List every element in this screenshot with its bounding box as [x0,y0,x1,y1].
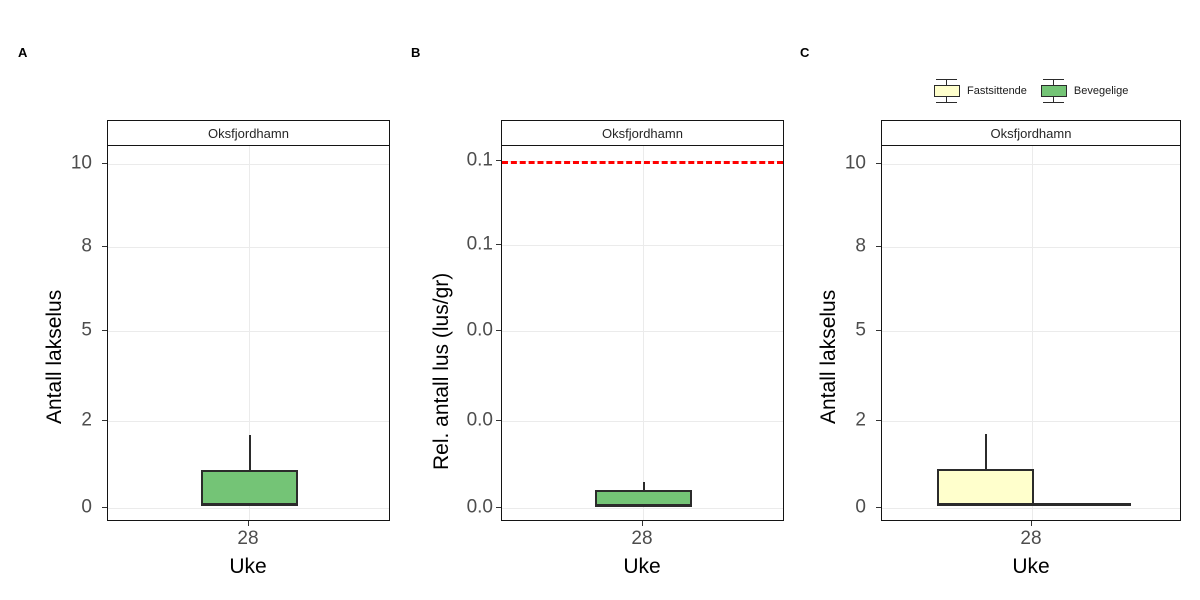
legend-label-fastsittende: Fastsittende [967,84,1027,97]
y-tick-mark-c-1 [876,420,881,421]
panel-b: B Rel. antall lus (lus/gr) 0.0 0.0 0.0 0… [393,0,793,600]
y-tick-mark-c-0 [876,507,881,508]
box-c-28-bevegelige [1034,503,1131,506]
y-tick-label-a-1: 2 [81,409,92,431]
y-tick-label-c-2: 5 [855,319,866,341]
gridline-b-0 [502,508,783,509]
gridline-a-8 [108,247,389,248]
y-tick-label-c-3: 8 [855,235,866,257]
gridline-v-b-28 [643,146,644,520]
median-b-28-bevegelige [595,504,692,507]
panel-a: A Antall lakselus 0 2 5 8 10 Oksfjordham… [0,0,400,600]
box-a-28-bevegelige [201,470,298,505]
panel-c: C Fastsittende [786,0,1186,600]
facet-strip-label-a: Oksfjordhamn [208,125,289,141]
y-tick-mark-b-3 [496,244,501,245]
x-tick-label-c-28: 28 [1020,528,1042,549]
median-a-28-bevegelige [201,503,298,506]
panel-tag-a: A [18,45,28,60]
y-tick-mark-b-1 [496,420,501,421]
y-tick-mark-b-0 [496,507,501,508]
y-tick-mark-c-2 [876,330,881,331]
y-tick-label-b-4: 0.1 [466,149,493,171]
gridline-b-2 [502,331,783,332]
plot-frame-c: Oksfjordhamn [881,120,1181,521]
gridline-b-3 [502,245,783,246]
facet-strip-c: Oksfjordhamn [882,121,1180,146]
gridline-v-a-28 [249,146,250,520]
y-tick-label-b-2: 0.0 [466,319,493,341]
facet-strip-b: Oksfjordhamn [502,121,783,146]
facet-strip-label-c: Oksfjordhamn [990,125,1072,141]
plot-area-c [882,146,1180,520]
plot-area-a [108,146,389,520]
facet-strip-label-b: Oksfjordhamn [602,125,683,141]
x-axis-title-c: Uke [1012,555,1050,578]
panel-tag-b: B [411,45,421,60]
whisker-upper-a-28 [249,435,251,470]
x-tick-mark-b-28 [642,521,643,526]
y-tick-label-a-3: 8 [81,235,92,257]
y-tick-label-c-0: 0 [855,496,866,518]
y-tick-label-a-4: 10 [70,152,92,174]
plot-area-b [502,146,783,520]
y-axis-title-b: Rel. antall lus (lus/gr) [430,272,453,470]
y-axis-title-a: Antall lakselus [43,289,66,424]
gridline-c-10 [882,164,1180,165]
x-tick-mark-a-28 [248,521,249,526]
x-axis-title-a: Uke [229,555,267,578]
gridline-c-8 [882,247,1180,248]
threshold-line-b [502,161,783,164]
y-tick-label-c-4: 10 [844,152,866,174]
gridline-a-0 [108,508,389,509]
legend-item-fastsittende[interactable]: Fastsittende [934,78,1027,104]
whisker-upper-c-28-fastsittende [985,434,987,469]
y-tick-mark-a-4 [102,163,107,164]
y-tick-label-a-0: 0 [81,496,92,518]
legend-label-bevegelige: Bevegelige [1073,84,1129,97]
y-tick-mark-c-4 [876,163,881,164]
legend-key-boxplot-icon [1040,78,1067,104]
legend-item-bevegelige[interactable]: Bevegelige [1040,78,1129,104]
y-tick-mark-c-3 [876,246,881,247]
gridline-c-0 [882,508,1180,509]
gridline-a-5 [108,331,389,332]
y-axis-title-c: Antall lakselus [817,289,840,424]
y-tick-label-c-1: 2 [855,409,866,431]
y-tick-mark-a-2 [102,330,107,331]
x-axis-title-b: Uke [623,555,661,578]
x-tick-label-b-28: 28 [631,528,653,549]
facet-strip-a: Oksfjordhamn [108,121,389,146]
legend-key-boxplot-icon [934,78,960,104]
y-tick-label-b-3: 0.1 [466,233,493,255]
median-c-28-fastsittende [937,503,1034,506]
legend: Fastsittende Bevegelige [934,78,1128,104]
x-tick-mark-c-28 [1031,521,1032,526]
y-tick-label-a-2: 5 [81,319,92,341]
y-tick-mark-a-1 [102,420,107,421]
gridline-c-2 [882,421,1180,422]
y-tick-mark-b-4 [496,160,501,161]
y-tick-mark-a-3 [102,246,107,247]
gridline-a-2 [108,421,389,422]
gridline-c-5 [882,331,1180,332]
box-c-28-fastsittende [937,469,1034,505]
plot-frame-b: Oksfjordhamn [501,120,784,521]
gridline-b-1 [502,421,783,422]
y-tick-mark-a-0 [102,507,107,508]
y-tick-label-b-0: 0.0 [466,496,493,518]
panel-tag-c: C [800,45,810,60]
gridline-v-c-28 [1032,146,1033,520]
y-tick-label-b-1: 0.0 [466,409,493,431]
plot-frame-a: Oksfjordhamn [107,120,390,521]
x-tick-label-a-28: 28 [237,528,259,549]
y-tick-mark-b-2 [496,330,501,331]
gridline-a-10 [108,164,389,165]
